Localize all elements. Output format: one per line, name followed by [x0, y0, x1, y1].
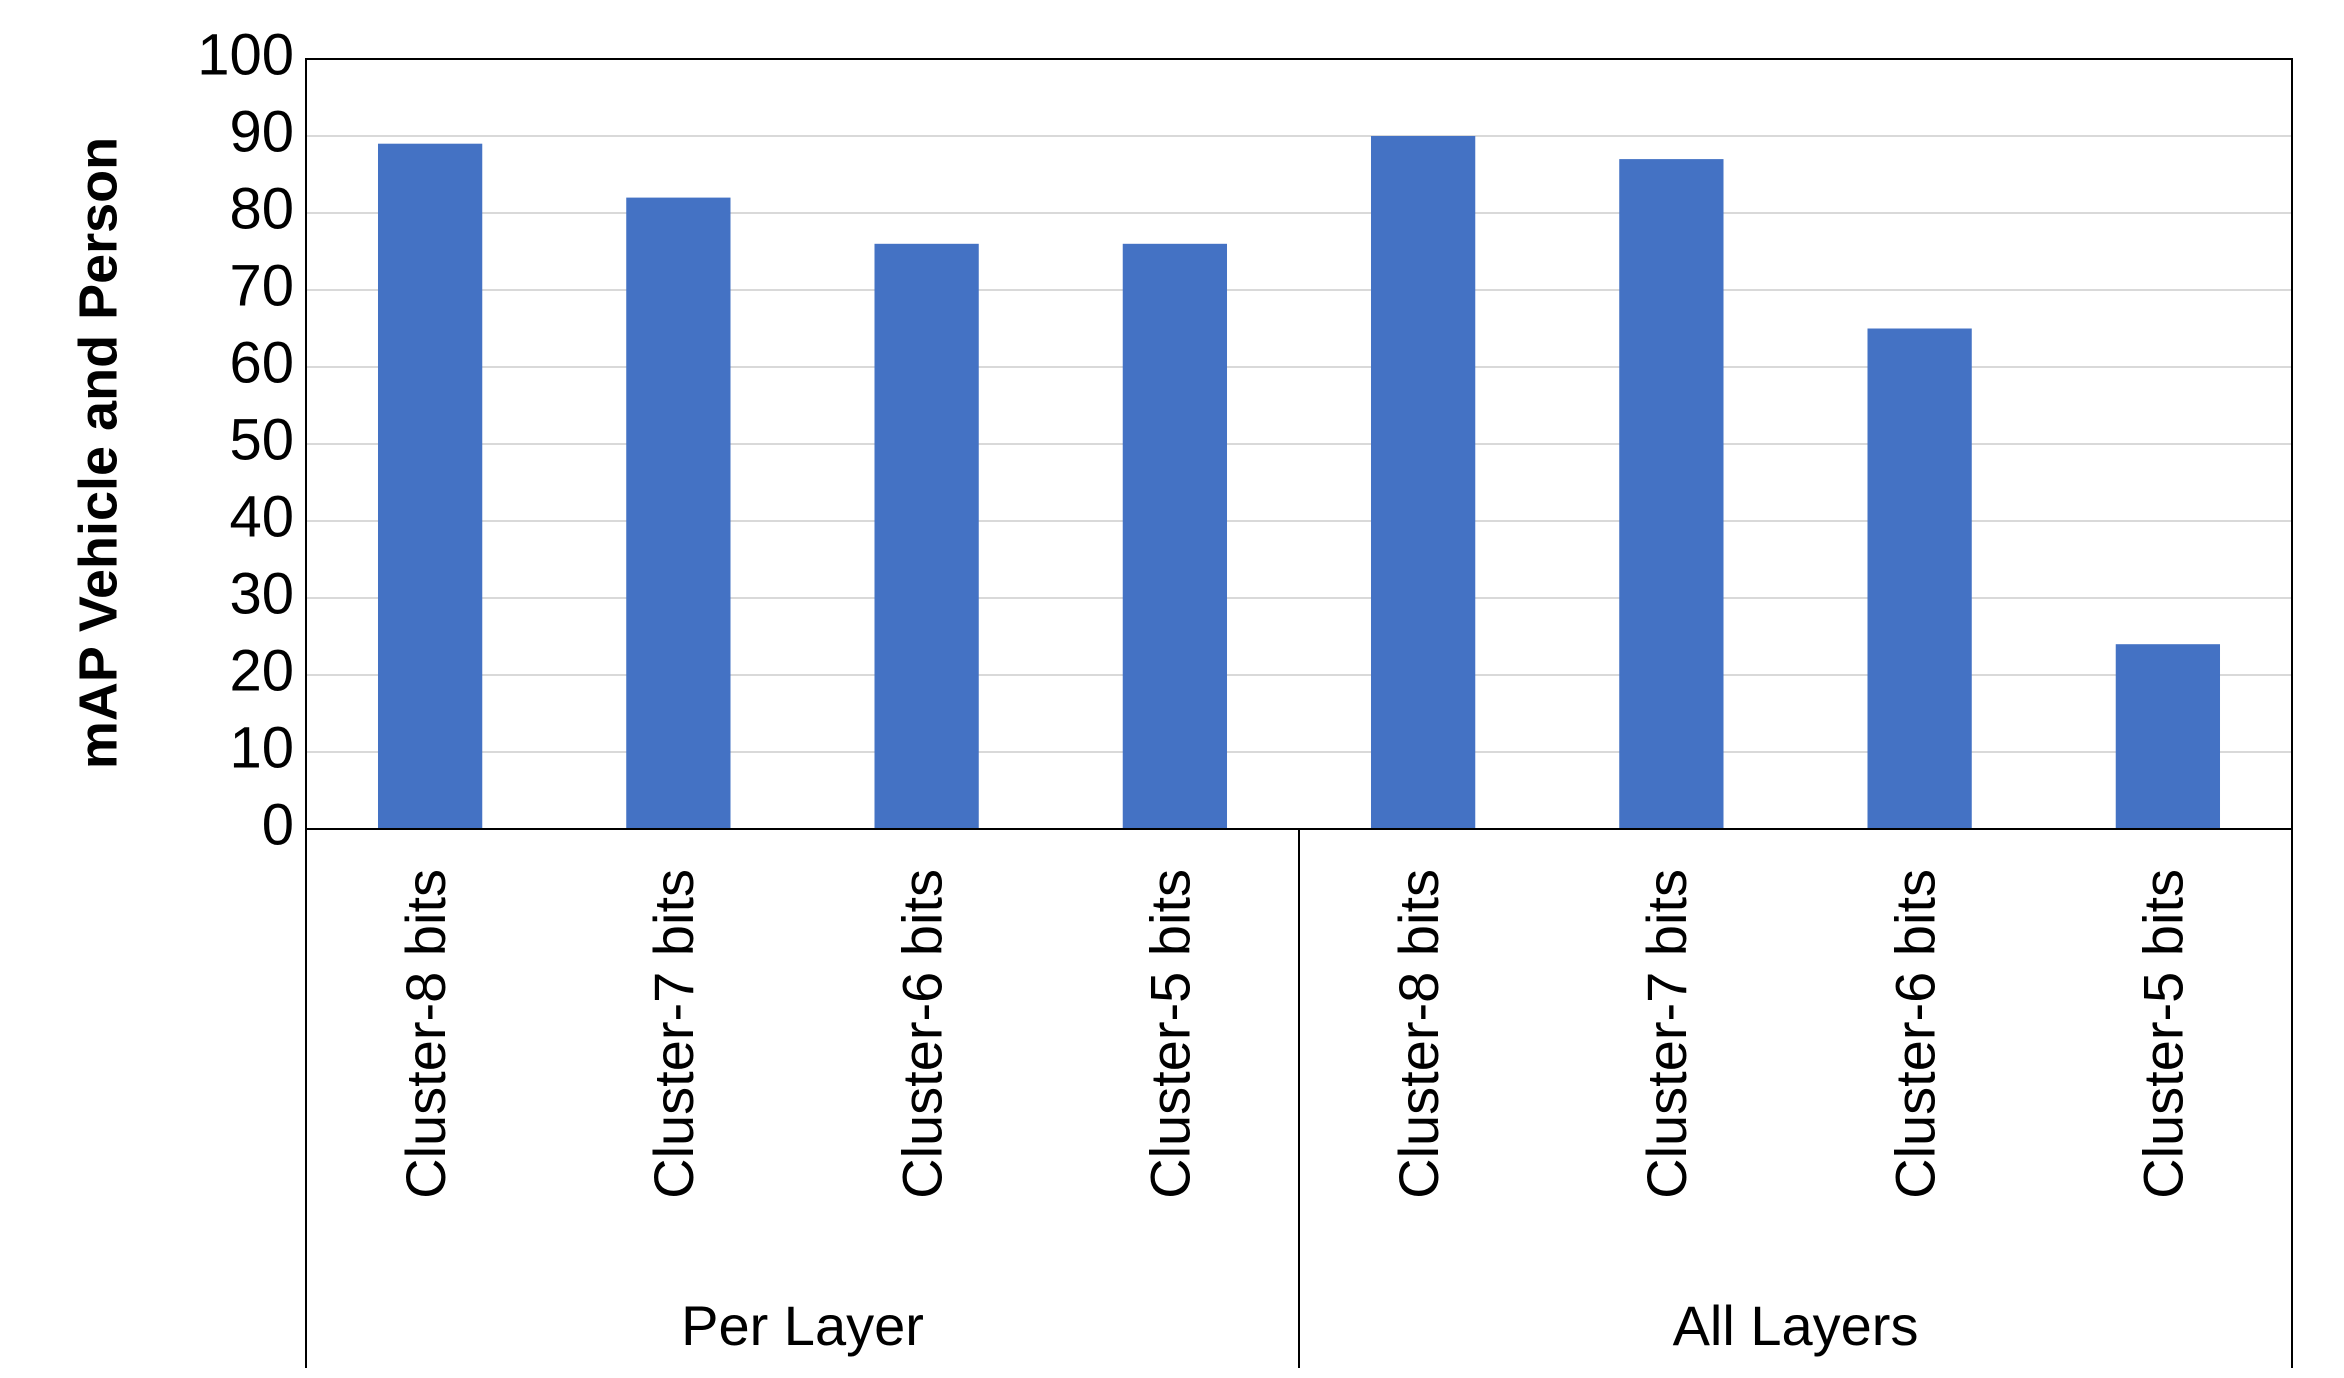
- bar: [1867, 328, 1972, 829]
- x-tick-label: Cluster-5 bits: [1139, 869, 1202, 1199]
- y-tick-label: 90: [229, 99, 294, 164]
- bar: [626, 197, 731, 830]
- y-tick-label: 40: [229, 484, 294, 549]
- y-axis-title: mAP Vehicle and Person: [68, 137, 128, 769]
- x-tick-label: Cluster-7 bits: [1635, 869, 1698, 1199]
- x-tick-label: Cluster-7 bits: [642, 869, 705, 1199]
- bar: [874, 243, 979, 830]
- y-tick-label: 70: [229, 253, 294, 318]
- bar: [1619, 159, 1724, 830]
- y-tick-label: 80: [229, 176, 294, 241]
- bar: [1122, 243, 1228, 830]
- x-tick-label: Cluster-8 bits: [394, 869, 457, 1199]
- y-tick-label: 0: [262, 792, 294, 857]
- x-tick-label: Cluster-6 bits: [890, 869, 953, 1199]
- y-tick-label: 50: [229, 407, 294, 472]
- bar: [377, 143, 483, 829]
- y-tick-label: 20: [229, 638, 294, 703]
- group-label: Per Layer: [681, 1294, 924, 1357]
- x-tick-label: Cluster-5 bits: [2132, 869, 2195, 1199]
- y-tick-label: 30: [229, 561, 294, 626]
- x-tick-label: Cluster-6 bits: [1883, 869, 1946, 1199]
- y-tick-label: 60: [229, 330, 294, 395]
- bar: [2115, 644, 2221, 829]
- bar: [1370, 136, 1476, 829]
- y-tick-label: 10: [229, 715, 294, 780]
- y-tick-label: 100: [197, 22, 294, 87]
- x-tick-label: Cluster-8 bits: [1387, 869, 1450, 1199]
- group-label: All Layers: [1673, 1294, 1919, 1357]
